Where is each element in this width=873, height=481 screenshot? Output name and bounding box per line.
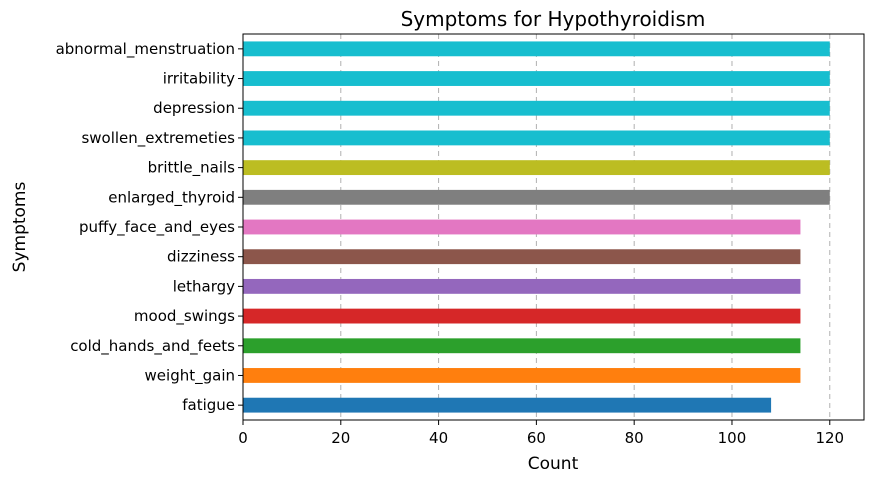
x-tick-label: 40 [429, 429, 448, 447]
bar-lethargy [243, 278, 801, 294]
x-tick-label: 120 [815, 429, 844, 447]
bar-fatigue [243, 397, 772, 413]
x-tick-label: 0 [238, 429, 248, 447]
bar-enlarged-thyroid [243, 189, 830, 205]
x-tick-label: 20 [331, 429, 350, 447]
y-tick-label: weight_gain [145, 366, 235, 385]
bar-abnormal-menstruation [243, 41, 830, 57]
x-tick-label: 60 [527, 429, 546, 447]
y-axis-label: Symptoms [10, 182, 30, 273]
y-tick-label: puffy_face_and_eyes [79, 218, 235, 237]
x-tick-label: 100 [718, 429, 747, 447]
bar-swollen-extremeties [243, 130, 830, 146]
bar-puffy-face-and-eyes [243, 219, 801, 235]
y-tick-label: depression [153, 99, 235, 117]
y-tick-label: irritability [163, 70, 235, 88]
bar-depression [243, 100, 830, 116]
y-tick-label: abnormal_menstruation [56, 40, 235, 59]
bar-cold-hands-and-feets [243, 338, 801, 354]
bar-irritability [243, 71, 830, 86]
y-tick-label: brittle_nails [148, 159, 236, 178]
y-tick-label: mood_swings [134, 307, 235, 326]
x-tick-label: 80 [625, 429, 644, 447]
y-tick-label: swollen_extremeties [81, 129, 235, 148]
bar-weight-gain [243, 368, 801, 383]
y-tick-label: lethargy [173, 277, 235, 295]
x-axis-ticks: 0 20 40 60 80 100 120 [238, 420, 844, 447]
plot-frame [242, 33, 865, 421]
bar-brittle-nails [243, 160, 830, 176]
chart-title: Symptoms for Hypothyroidism [401, 7, 706, 31]
x-axis-label: Count [528, 454, 579, 474]
bar-dizziness [243, 249, 801, 265]
bar-mood-swings [243, 308, 801, 324]
y-tick-label: fatigue [182, 396, 235, 414]
y-axis-ticks: fatigue weight_gain cold_hands_and_feets mo… [56, 40, 243, 414]
y-tick-label: dizziness [167, 248, 235, 266]
y-tick-label: enlarged_thyroid [108, 188, 235, 207]
y-tick-label: cold_hands_and_feets [70, 337, 235, 356]
bars [243, 41, 830, 413]
